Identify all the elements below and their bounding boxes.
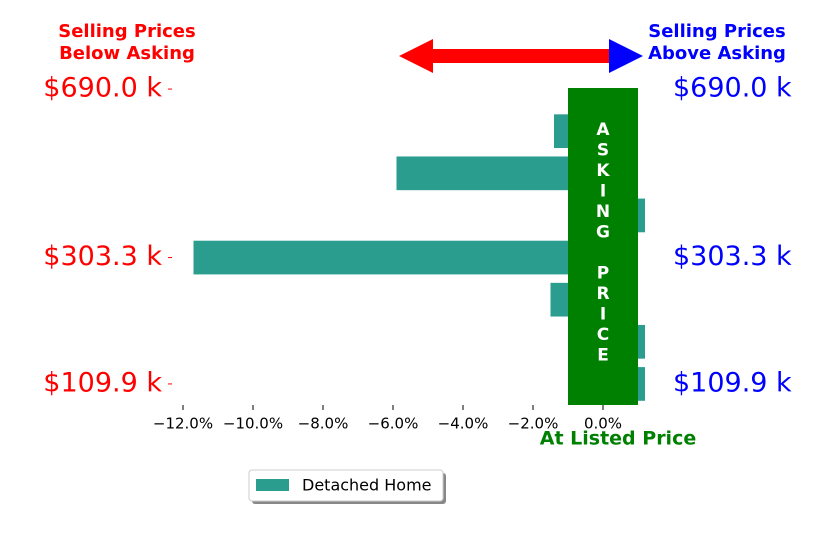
y-tick-label-right: $690.0 k: [673, 73, 792, 104]
x-tick-label: −6.0%: [368, 415, 419, 433]
y-tick-label: $690.0 k: [43, 73, 162, 104]
left-note: Selling Prices: [58, 21, 195, 42]
x-tick-label: −12.0%: [153, 415, 213, 433]
right-note: Above Asking: [648, 43, 786, 64]
y-tick-label: $109.9 k: [43, 367, 162, 398]
direction-arrow: [399, 39, 643, 73]
y-tick-label-right: $109.9 k: [673, 367, 792, 398]
legend-swatch: [256, 479, 289, 491]
x-axis-label: At Listed Price: [540, 428, 696, 450]
x-tick-label: −10.0%: [223, 415, 283, 433]
left-note: Below Asking: [59, 43, 195, 64]
legend-label: Detached Home: [302, 476, 432, 495]
x-tick-label: −2.0%: [508, 415, 559, 433]
x-tick-label: −8.0%: [298, 415, 349, 433]
bar: [193, 240, 603, 275]
legend: Detached Home: [248, 469, 446, 504]
x-tick-label: 0.0%: [584, 415, 622, 433]
x-tick-label: −4.0%: [438, 415, 489, 433]
y-tick-label: $303.3 k: [43, 241, 162, 272]
y-tick-label-right: $303.3 k: [673, 241, 792, 272]
asking-price-band: [568, 88, 638, 405]
right-note: Selling Prices: [648, 21, 785, 42]
